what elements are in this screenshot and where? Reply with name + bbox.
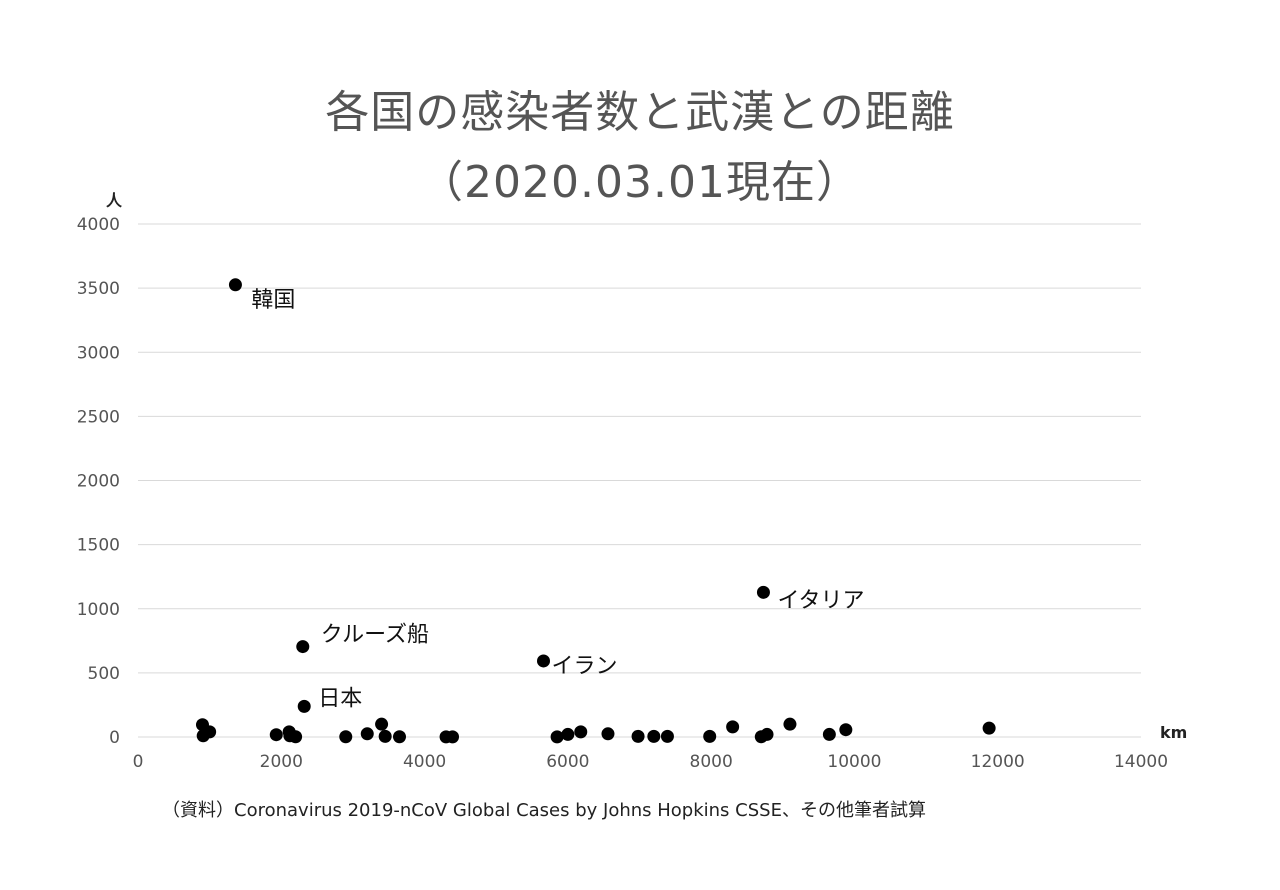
x-axis-unit-label: km <box>1160 723 1187 742</box>
point-label: 日本 <box>318 686 362 711</box>
data-point <box>536 654 550 668</box>
data-point <box>269 728 283 742</box>
data-point <box>297 699 311 713</box>
data-point <box>574 725 588 739</box>
data-point <box>756 585 770 599</box>
source-note: （資料）Coronavirus 2019-nCoV Global Cases b… <box>162 800 926 821</box>
data-point <box>378 729 392 743</box>
data-point <box>203 725 217 739</box>
data-point <box>446 730 460 744</box>
y-tick-label: 0 <box>109 728 120 748</box>
y-tick-label: 500 <box>88 664 120 684</box>
data-point <box>375 717 389 731</box>
x-tick-label: 10000 <box>827 752 881 772</box>
data-point <box>339 730 353 744</box>
data-point <box>726 720 740 734</box>
data-point <box>703 729 717 743</box>
point-label: 韓国 <box>251 288 295 313</box>
data-point <box>982 721 996 735</box>
x-tick-label: 6000 <box>546 752 589 772</box>
data-point <box>822 727 836 741</box>
y-tick-label: 3500 <box>77 279 120 299</box>
data-point <box>783 717 797 731</box>
data-point <box>289 730 303 744</box>
data-points <box>195 278 996 744</box>
gridlines <box>138 223 1141 738</box>
data-point <box>550 730 564 744</box>
point-label: イタリア <box>777 588 864 613</box>
x-tick-label: 14000 <box>1114 752 1168 772</box>
x-tick-label: 4000 <box>403 752 446 772</box>
x-tick-label: 2000 <box>260 752 303 772</box>
y-axis-ticks: 0 500 1000 1500 2000 2500 3000 3500 4000 <box>77 215 120 748</box>
y-tick-label: 4000 <box>77 215 120 235</box>
point-label: クルーズ船 <box>321 623 429 648</box>
chart-title: 各国の感染者数と武漢との距離 <box>325 87 955 138</box>
x-axis-ticks: 0 2000 4000 6000 8000 10000 12000 14000 <box>133 752 1168 772</box>
y-tick-label: 2000 <box>77 472 120 492</box>
x-tick-label: 12000 <box>971 752 1025 772</box>
y-tick-label: 1000 <box>77 600 120 620</box>
data-point <box>561 727 575 741</box>
data-point <box>631 729 645 743</box>
data-point <box>839 723 853 737</box>
data-point <box>601 727 615 741</box>
data-point <box>296 640 310 654</box>
y-tick-label: 2500 <box>77 407 120 427</box>
point-label: イラン <box>551 654 617 679</box>
y-tick-label: 1500 <box>77 536 120 556</box>
y-tick-label: 3000 <box>77 343 120 363</box>
data-point <box>360 727 374 741</box>
y-axis-unit-label: 人 <box>106 191 123 210</box>
data-point <box>660 729 674 743</box>
data-point <box>647 729 661 743</box>
chart-subtitle: （2020.03.01現在） <box>419 157 861 208</box>
x-tick-label: 0 <box>133 752 144 772</box>
data-point <box>392 730 406 744</box>
data-point <box>760 727 774 741</box>
data-point <box>228 278 242 292</box>
x-tick-label: 8000 <box>690 752 733 772</box>
